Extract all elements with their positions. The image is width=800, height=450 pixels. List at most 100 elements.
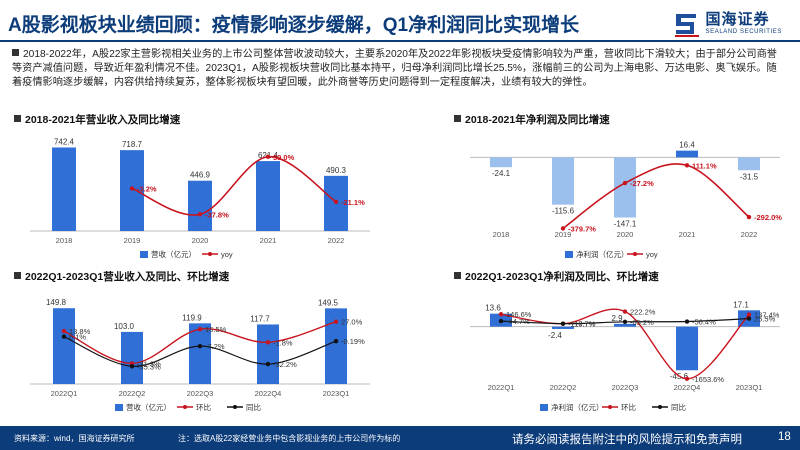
legend-label: yoy (221, 250, 233, 259)
line-value-label: -27.2% (630, 179, 654, 188)
x-tick-label: 2022Q4 (674, 383, 701, 392)
bar-2019 (552, 157, 574, 205)
brand-logo: 国海证券 SEALAND SECURITIES (673, 9, 782, 39)
line-value-label: -37.8% (205, 210, 229, 219)
bar-value-label: -24.1 (492, 169, 511, 178)
page-title: A股影视板块业绩回顾：疫情影响逐步缓解，Q1净利润同比实现增长 (8, 15, 580, 36)
page-footer: 资料来源：wind，国海证券研究所 注：选取A股22家经营业务中包含影视业务的上… (0, 426, 800, 450)
x-tick-label: 2018 (493, 230, 510, 239)
line-point (197, 343, 203, 349)
bar-2022Q3 (189, 323, 211, 384)
line-value-label: 25.5% (754, 315, 776, 324)
line-value-label: 146.6% (506, 310, 532, 319)
line-value-label: 16.5% (205, 325, 227, 334)
bar-value-label: -31.5 (740, 172, 759, 181)
logo-name-cn: 国海证券 (705, 10, 770, 28)
legend-label: 营收（亿元） (126, 402, 171, 412)
bar-value-label: -2.4 (548, 331, 562, 340)
page-header: A股影视板块业绩回顾：疫情影响逐步缓解，Q1净利润同比实现增长 国海证券 SEA… (0, 0, 800, 46)
legend-swatch-point (233, 405, 237, 409)
line-point (746, 316, 752, 321)
chart-revenue-quarterly: 149.8 103.0 119.9 117.7 149.5 2022Q1 2022Q2 202… (20, 284, 380, 422)
bar-value-label: -147.1 (614, 220, 637, 229)
line-value-label: -3.2% (137, 184, 157, 193)
bar-2018 (52, 147, 76, 231)
line-point (560, 321, 566, 326)
bar-2020 (614, 157, 636, 218)
bar-value-label: 149.8 (46, 298, 67, 307)
line-series-yoy (562, 163, 750, 230)
bullet-square-icon (454, 115, 461, 122)
line-value-label: -117.7% (568, 320, 596, 329)
chart-title-profit-annual: 2018-2021年净利润及同比增速 (454, 112, 610, 127)
line-point (560, 226, 566, 231)
bar-value-label: 2.9 (611, 314, 623, 323)
line-value-label: 39.0% (273, 153, 295, 162)
line-point (61, 328, 67, 334)
x-tick-label: 2020 (617, 230, 634, 239)
x-tick-label: 2022Q2 (119, 389, 146, 398)
legend-label: 净利润（亿元） (551, 402, 604, 412)
x-tick-label: 2022Q1 (488, 383, 515, 392)
line-value-label: -56.4% (692, 318, 716, 327)
line-point (61, 334, 67, 339)
bar-2021 (676, 150, 698, 158)
line-value-label: -44.7% (506, 317, 530, 326)
logo-name-en: SEALAND SECURITIES (705, 28, 782, 35)
chart-revenue-annual: 742.4718.7446.9621.4490.3201820192020202… (20, 127, 380, 265)
x-tick-label: 2019 (555, 230, 572, 239)
chart-profit-quarterly: 13.6 -2.4 2.9 -45.6 17.1 2022Q1 2022Q2 2022Q3 20… (460, 284, 790, 422)
legend-label: 环比 (196, 402, 211, 412)
line-point (265, 154, 271, 159)
line-series-yoy (131, 155, 337, 216)
bar-2022Q1 (53, 308, 75, 384)
page-number: 18 (778, 431, 791, 443)
bar-value-label: 446.9 (190, 171, 211, 180)
bar-2018 (490, 157, 512, 168)
summary-text: 2018-2022年，A股22家主营影视相关业务的上市公司整体营收波动较大，主要… (12, 49, 777, 89)
legend-swatch-point (608, 405, 612, 409)
x-tick-label: 2021 (679, 230, 696, 239)
x-tick-label: 2021 (260, 236, 277, 245)
footer-note: 注：选取A股22家经营业务中包含影视业务的上市公司作为标的 (178, 434, 401, 443)
bar-2023Q1 (325, 308, 347, 384)
line-value-label: 137.4% (754, 311, 780, 320)
x-tick-label: 2022 (328, 236, 345, 245)
bar-value-label: 742.4 (54, 137, 75, 146)
line-point (622, 319, 628, 325)
line-value-label: -7.2% (205, 342, 225, 351)
line-value-label: 6.1% (69, 333, 86, 342)
legend-swatch-bar (565, 251, 573, 258)
bar-2022Q3 (614, 323, 636, 327)
line-value-label: -0.19% (341, 337, 365, 346)
line-value-label: -116.7% (568, 320, 596, 329)
line-point (129, 364, 135, 369)
legend-label: 营收（亿元） (151, 249, 196, 259)
line-point (333, 199, 339, 205)
bar-2022Q4 (257, 324, 279, 384)
line-point (622, 180, 628, 186)
line-point (684, 319, 690, 324)
bar-value-label: 117.7 (250, 314, 270, 323)
chart-title-revenue-quarterly: 2022Q1-2023Q1营业收入及同比、环比增速 (14, 269, 229, 284)
line-point (684, 376, 690, 381)
bar-2022Q4 (676, 326, 698, 371)
line-point (333, 338, 339, 344)
bullet-square-icon (14, 272, 21, 279)
bar-2022 (738, 157, 760, 171)
line-point (197, 212, 203, 217)
line-value-label: -1.8% (273, 338, 293, 347)
x-tick-label: 2023Q1 (736, 383, 763, 392)
bar-2021 (256, 161, 280, 231)
line-value-label: 111.1% (692, 161, 717, 170)
bar-value-label: -115.6 (552, 207, 575, 216)
line-value-label: -21.1% (341, 198, 365, 207)
summary-paragraph: 2018-2022年，A股22家主营影视相关业务的上市公司整体营收波动较大，主要… (12, 48, 782, 91)
legend-swatch-point (633, 252, 637, 256)
x-tick-label: 2022Q3 (612, 383, 639, 392)
bar-value-label: 718.7 (122, 140, 143, 149)
bullet-square-icon (12, 49, 19, 56)
legend-label: 环比 (621, 402, 636, 412)
legend-swatch-point (208, 252, 212, 256)
legend-swatch-bar (140, 251, 148, 258)
